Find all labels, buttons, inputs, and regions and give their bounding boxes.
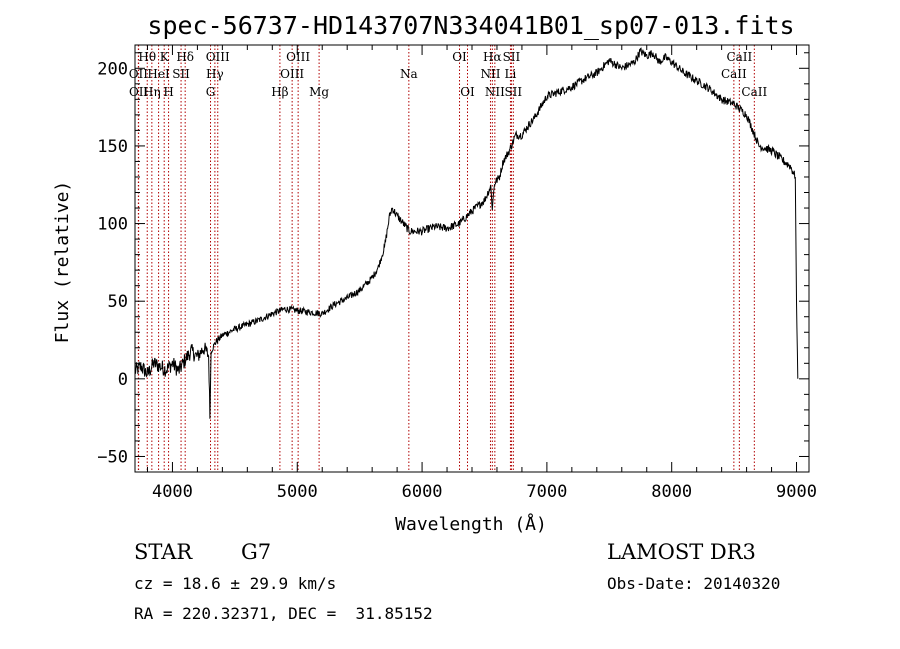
x-axis: 4000 5000 6000 7000 8000 9000 bbox=[146, 45, 817, 502]
x-axis-label: Wavelength (Å) bbox=[395, 513, 547, 535]
y-tick-label: 50 bbox=[108, 292, 128, 312]
spectral-line-label: SII bbox=[504, 85, 522, 99]
spectral-line-label: OIII bbox=[280, 67, 304, 81]
spectral-line-label: CaII bbox=[726, 50, 752, 64]
spectrum-series bbox=[134, 47, 799, 419]
spectral-line-label: OIII bbox=[206, 50, 230, 64]
spectral-line-label: Hδ bbox=[176, 50, 194, 64]
spectral-line-label: Hη bbox=[143, 85, 161, 99]
spectral-line-label: H bbox=[163, 85, 173, 99]
spectral-line-label: OII bbox=[129, 67, 149, 81]
x-tick-label: 9000 bbox=[776, 482, 817, 502]
y-tick-label: −50 bbox=[97, 447, 128, 467]
x-tick-label: 5000 bbox=[277, 482, 318, 502]
coordinates: RA = 220.32371, DEC = 31.85152 bbox=[134, 604, 433, 623]
object-class: STAR bbox=[134, 540, 193, 564]
x-tick-label: 7000 bbox=[526, 482, 567, 502]
y-tick-label: 200 bbox=[97, 59, 128, 79]
y-axis-label: Flux (relative) bbox=[52, 181, 73, 344]
spectral-line-markers bbox=[137, 45, 755, 472]
spectral-line-label: OI bbox=[452, 50, 467, 64]
spectral-line-label: K bbox=[160, 50, 170, 64]
spectral-line-label: Na bbox=[400, 67, 418, 81]
spectrum-line bbox=[134, 47, 799, 419]
spectral-line-label: Li bbox=[505, 67, 517, 81]
y-tick-label: 150 bbox=[97, 137, 128, 157]
chart-title: spec-56737-HD143707N334041B01_sp07-013.f… bbox=[147, 11, 794, 40]
x-tick-label: 6000 bbox=[402, 482, 443, 502]
spectral-line-label: NII bbox=[485, 85, 505, 99]
spectral-line-label: Hθ bbox=[138, 50, 156, 64]
spectral-line-label: CaII bbox=[741, 85, 767, 99]
plot-frame bbox=[134, 44, 810, 473]
spectral-line-label: OII bbox=[129, 85, 149, 99]
survey-name: LAMOST DR3 bbox=[607, 540, 756, 564]
spectral-line-label: Hβ bbox=[271, 85, 288, 99]
spectral-line-label: CaII bbox=[721, 67, 747, 81]
object-subclass: G7 bbox=[241, 540, 272, 564]
x-tick-label: 4000 bbox=[152, 482, 193, 502]
y-tick-label: 0 bbox=[118, 370, 128, 390]
spectral-line-label: G bbox=[206, 85, 216, 99]
spectral-line-label: SII bbox=[172, 67, 190, 81]
spectral-line-label: HeI bbox=[147, 67, 170, 81]
spectral-line-label: Hγ bbox=[206, 67, 224, 81]
y-tick-label: 100 bbox=[97, 215, 128, 235]
spectral-line-label: Mg bbox=[309, 85, 329, 99]
redshift-velocity: cz = 18.6 ± 29.9 km/s bbox=[134, 574, 337, 593]
y-axis: −50 0 50 100 150 200 bbox=[97, 52, 809, 467]
x-tick-label: 8000 bbox=[651, 482, 692, 502]
spectral-line-label: Hα bbox=[483, 50, 502, 64]
spectral-line-label: OIII bbox=[286, 50, 310, 64]
spectral-line-label: SII bbox=[503, 50, 521, 64]
spectral-line-label: NII bbox=[480, 67, 500, 81]
spectrum-chart: spec-56737-HD143707N334041B01_sp07-013.f… bbox=[52, 11, 817, 535]
observation-date: Obs-Date: 20140320 bbox=[607, 574, 781, 593]
spectral-line-label: OI bbox=[460, 85, 475, 99]
